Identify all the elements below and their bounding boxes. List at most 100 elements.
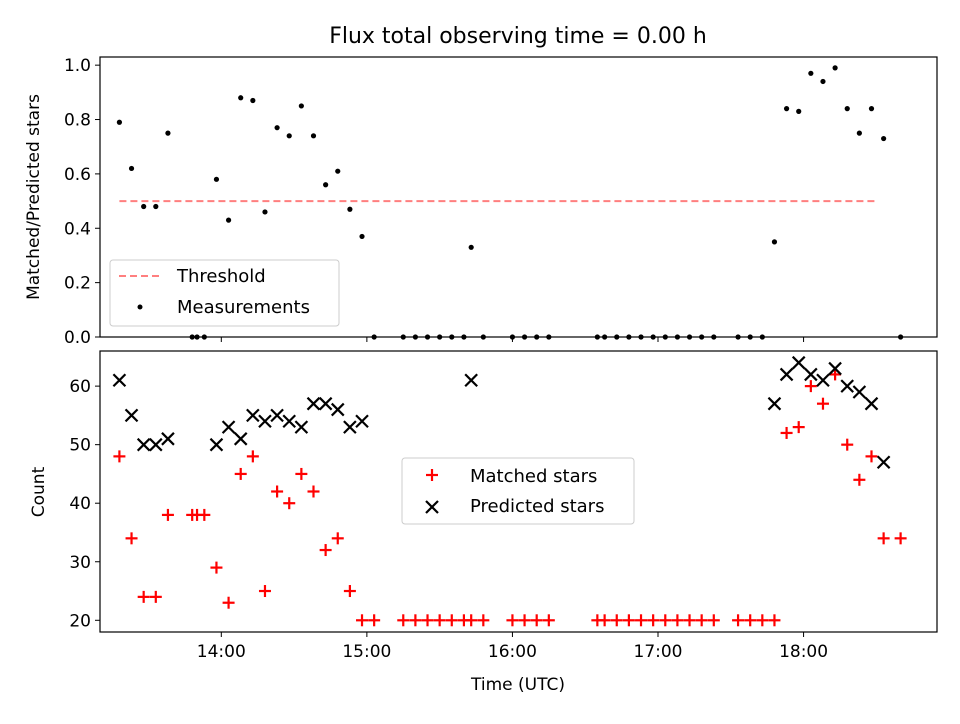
measurement-point	[614, 334, 620, 340]
matched-star-point	[695, 614, 708, 627]
measurement-point	[638, 334, 644, 340]
measurement-point	[213, 176, 220, 182]
x-axis-label: Time (UTC)	[470, 675, 565, 695]
bottom-legend-box	[401, 457, 635, 525]
measurement-point	[347, 206, 353, 212]
matched-star-point	[137, 590, 150, 603]
x-tick-label: 16:00	[488, 642, 537, 662]
predicted-star-point	[136, 437, 151, 452]
matched-star-point	[865, 450, 878, 463]
measurement-point	[898, 334, 904, 340]
measurement-point	[546, 334, 552, 340]
matched-star-point	[343, 585, 356, 598]
matched-star-point	[368, 614, 381, 627]
y-tick-label: 0.4	[64, 219, 91, 239]
measurement-point	[359, 233, 365, 240]
matched-star-point	[409, 614, 422, 627]
measurement-point	[509, 334, 516, 340]
measurement-point	[674, 334, 681, 340]
measurement-point	[412, 334, 418, 340]
measurement-point	[796, 108, 802, 114]
predicted-star-point	[233, 432, 248, 446]
matched-star-point	[477, 614, 490, 627]
matched-legend-swatch	[426, 469, 438, 481]
y-tick-label: 50	[69, 436, 91, 456]
matched-star-point	[506, 614, 519, 627]
matched-star-point	[707, 614, 720, 627]
measurement-point	[400, 334, 406, 340]
predicted-star-point	[840, 379, 855, 393]
bottom-x-ticks: 14:00 15:00 16:00 17:00 18:00	[197, 632, 828, 662]
measurement-point	[686, 334, 693, 340]
matched-star-point	[246, 450, 259, 463]
matched-star-point	[635, 614, 648, 627]
predicted-star-point	[258, 414, 272, 429]
measurement-point	[711, 334, 717, 340]
predicted-star-point	[246, 408, 260, 423]
top-plot-frame	[99, 56, 938, 338]
measurement-point	[602, 334, 608, 340]
measurement-point	[335, 168, 341, 174]
measurements-legend-label: Measurements	[177, 297, 310, 318]
y-tick-label: 0.0	[64, 328, 91, 348]
measurement-point	[424, 334, 431, 340]
measurement-point	[808, 70, 814, 76]
measurement-point	[323, 182, 329, 188]
predicted-star-point	[306, 396, 321, 411]
matched-star-point	[877, 532, 890, 545]
predicted-legend-swatch	[425, 500, 439, 514]
bottom-y-ticks: 20 30 40 50 60	[69, 377, 100, 631]
predicted-star-point	[816, 373, 830, 388]
top-legend-box	[109, 259, 340, 327]
measurement-point	[521, 334, 528, 340]
predicted-star-point	[270, 408, 284, 423]
measurement-point	[783, 106, 790, 112]
x-tick-label: 18:00	[779, 642, 828, 662]
measurement-point	[250, 97, 256, 104]
measurement-point	[201, 334, 207, 340]
measurement-point	[165, 130, 171, 136]
matched-star-point	[683, 614, 696, 627]
predicted-star-point	[876, 455, 891, 470]
measurement-point	[771, 239, 778, 245]
top-plot-area	[116, 65, 904, 340]
predicted-star-point	[161, 432, 175, 446]
measurements-legend-swatch	[137, 304, 143, 310]
matched-star-point	[853, 473, 866, 486]
measurement-point	[310, 133, 317, 139]
matched-star-point	[331, 532, 344, 545]
predicted-legend-label: Predicted stars	[470, 496, 604, 517]
matched-star-point	[125, 532, 138, 545]
x-tick-label: 14:00	[197, 642, 246, 662]
top-legend: Threshold Measurements	[109, 259, 340, 327]
matched-star-point	[768, 614, 781, 627]
matched-star-point	[530, 614, 543, 627]
matched-star-point	[780, 426, 793, 439]
matched-star-point	[307, 485, 320, 498]
matched-star-point	[319, 544, 332, 557]
bottom-y-axis-label: Count	[29, 466, 49, 517]
matched-star-point	[804, 380, 817, 393]
matched-star-point	[234, 467, 247, 480]
matched-star-point	[271, 485, 284, 498]
predicted-star-point	[804, 367, 818, 382]
measurement-point	[189, 334, 195, 340]
measurement-point	[881, 135, 887, 142]
measurement-point	[747, 334, 753, 340]
predicted-star-point	[355, 414, 369, 429]
measurement-point	[662, 334, 668, 340]
predicted-star-point	[767, 396, 782, 411]
measurement-point	[480, 334, 486, 340]
matched-star-point	[295, 467, 308, 480]
measurement-point	[238, 95, 244, 101]
measurement-point	[626, 334, 632, 340]
measurement-point	[371, 334, 377, 340]
measurement-point	[274, 125, 280, 131]
measurement-point	[468, 244, 474, 250]
matched-star-point	[756, 614, 769, 627]
matched-star-point	[829, 368, 842, 381]
matched-star-point	[894, 532, 907, 545]
measurement-point	[699, 334, 705, 340]
predicted-star-point	[112, 373, 127, 388]
matched-star-point	[421, 614, 434, 627]
